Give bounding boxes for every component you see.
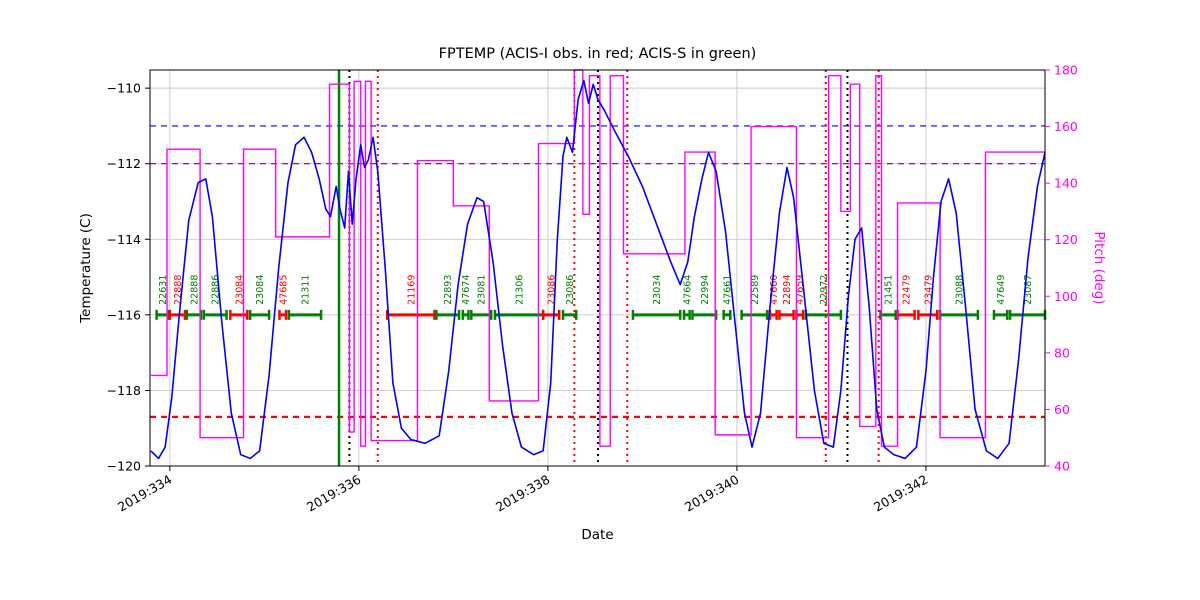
y-tick-label-left: −116 — [107, 307, 141, 322]
obs-id-label: 21451 — [884, 275, 895, 305]
x-tick-label: 2019:342 — [871, 472, 930, 515]
y-tick-label-right: 40 — [1054, 459, 1070, 474]
plot-frame — [149, 69, 1046, 467]
obs-id-label: 23081 — [477, 275, 488, 305]
obs-id-label: 47664 — [682, 275, 693, 305]
obs-id-label: 23084 — [234, 275, 245, 305]
obs-id-label: 21306 — [515, 275, 526, 305]
y-tick-label-left: −110 — [107, 81, 141, 96]
obs-id-label: 22994 — [700, 275, 711, 305]
obs-id-label: 47661 — [722, 275, 733, 305]
obs-id-label: 23086 — [547, 275, 558, 305]
obs-id-label: 23034 — [652, 275, 663, 305]
y-tick-label-right: 80 — [1054, 345, 1070, 360]
obs-id-label: 22972 — [819, 275, 830, 305]
obs-id-label: 47685 — [278, 275, 289, 305]
y-tick-label-right: 60 — [1054, 402, 1070, 417]
obs-id-label: 21311 — [300, 275, 311, 305]
obs-id-label: 22893 — [443, 275, 454, 305]
y-tick-label-right: 160 — [1054, 119, 1078, 134]
obs-id-label: 23086 — [565, 275, 576, 305]
obs-id-label: 47674 — [461, 275, 472, 305]
series-fptemp — [150, 79, 1046, 460]
x-tick-label: 2019:336 — [304, 472, 363, 515]
obs-id-label: 47659 — [795, 275, 806, 305]
x-tick-label: 2019:340 — [682, 472, 741, 515]
obs-id-label: 23084 — [255, 275, 266, 305]
obs-id-label: 22886 — [211, 275, 222, 305]
y-tick-label-left: −114 — [107, 232, 141, 247]
y-tick-label-right: 180 — [1054, 63, 1078, 78]
obs-id-label: 47649 — [996, 275, 1007, 305]
obs-id-label: 23479 — [923, 275, 934, 305]
y-tick-label-right: 100 — [1054, 289, 1078, 304]
obs-id-label: 21169 — [406, 275, 417, 305]
y-tick-label-left: −112 — [107, 156, 141, 171]
obs-id-label: 23088 — [954, 275, 965, 305]
series-pitch — [150, 69, 1045, 447]
obs-id-label: 22888 — [189, 275, 200, 305]
obs-id-label: 22479 — [902, 275, 913, 305]
y-tick-label-right: 140 — [1054, 176, 1078, 191]
obs-id-label: 22888 — [173, 275, 184, 305]
x-tick-label: 2019:334 — [115, 472, 174, 515]
x-axis-label-date: Date — [581, 527, 614, 543]
chart-title: FPTEMP (ACIS-I obs. in red; ACIS-S in gr… — [438, 46, 757, 62]
y-tick-label-right: 120 — [1054, 232, 1078, 247]
obs-id-label: 22894 — [782, 275, 793, 305]
x-tick-label: 2019:338 — [493, 472, 552, 515]
obs-id-label: 22589 — [750, 275, 761, 305]
y-tick-label-left: −120 — [107, 459, 141, 474]
obs-id-label: 47660 — [769, 275, 780, 305]
obs-id-label: 22631 — [158, 275, 169, 305]
y-tick-label-left: −118 — [107, 383, 141, 398]
obs-id-label: 23087 — [1023, 275, 1034, 305]
